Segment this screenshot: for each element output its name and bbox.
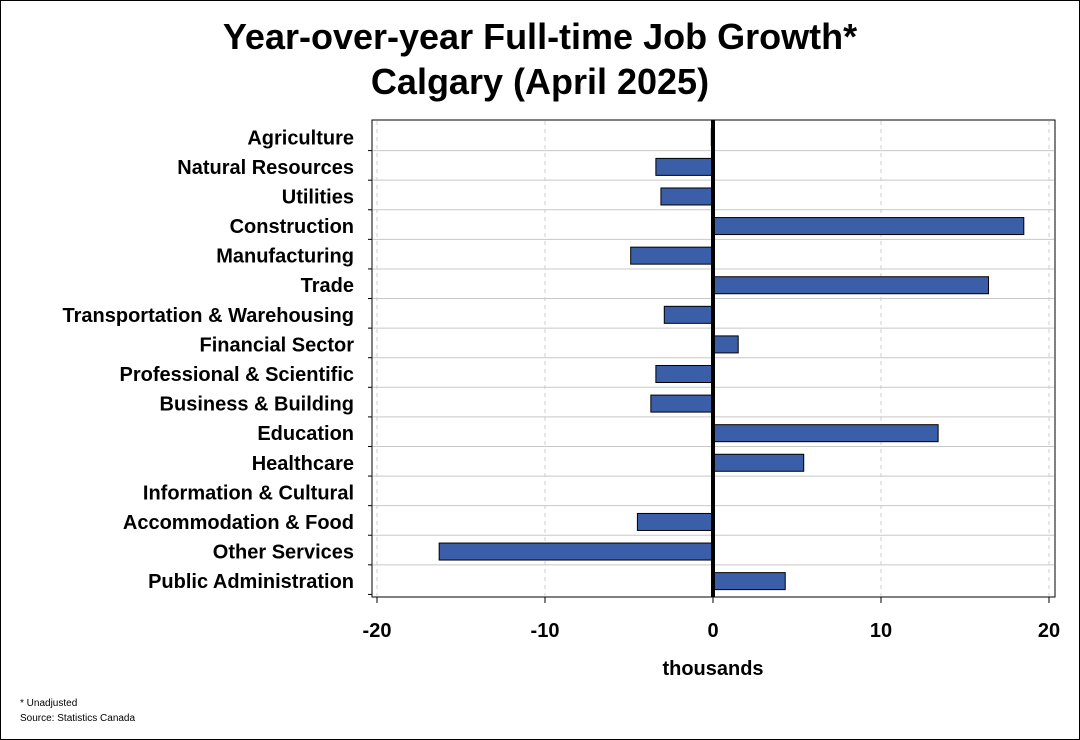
category-label-1: Natural Resources [177, 157, 354, 179]
category-label-12: Information & Cultural [143, 482, 354, 504]
x-tick-label-2: 0 [707, 620, 718, 642]
bar-5 [712, 276, 990, 295]
bar-7 [712, 335, 739, 354]
category-label-11: Healthcare [252, 453, 354, 475]
category-label-5: Trade [301, 275, 354, 297]
category-label-3: Construction [230, 216, 354, 238]
bar-6 [663, 305, 714, 324]
x-tick-label-1: -10 [531, 620, 560, 642]
footnote-unadjusted: * Unadjusted [20, 698, 78, 709]
bar-3 [712, 217, 1025, 236]
bar-14 [438, 542, 714, 561]
x-tick-label-0: -20 [363, 620, 392, 642]
category-label-14: Other Services [213, 542, 354, 564]
bar-1 [655, 157, 714, 176]
bar-10 [712, 424, 939, 443]
bar-2 [660, 187, 714, 206]
bar-9 [650, 394, 714, 413]
footnotes: * Unadjusted Source: Statistics Canada [20, 696, 135, 726]
category-label-9: Business & Building [160, 394, 354, 416]
bar-8 [655, 365, 714, 384]
chart-title: Year-over-year Full-time Job Growth* [222, 16, 858, 57]
category-label-10: Education [257, 423, 354, 445]
bar-15 [712, 572, 786, 591]
category-label-15: Public Administration [148, 571, 354, 593]
category-label-4: Manufacturing [216, 246, 354, 268]
footnote-source: Source: Statistics Canada [20, 713, 136, 724]
category-label-13: Accommodation & Food [123, 512, 354, 534]
bar-11 [712, 453, 805, 472]
chart-title-block: Year-over-year Full-time Job Growth* Cal… [0, 14, 1080, 104]
category-label-8: Professional & Scientific [119, 364, 354, 386]
category-label-0: Agriculture [247, 127, 354, 149]
category-label-6: Transportation & Warehousing [63, 305, 355, 327]
bar-4 [630, 246, 714, 265]
bar-13 [636, 512, 714, 531]
chart-subtitle: Calgary (April 2025) [370, 61, 710, 102]
x-axis-label: thousands [662, 658, 763, 680]
x-tick-label-4: 20 [1038, 620, 1060, 642]
x-tick-label-3: 10 [870, 620, 892, 642]
category-label-7: Financial Sector [200, 334, 355, 356]
category-label-2: Utilities [282, 186, 354, 208]
